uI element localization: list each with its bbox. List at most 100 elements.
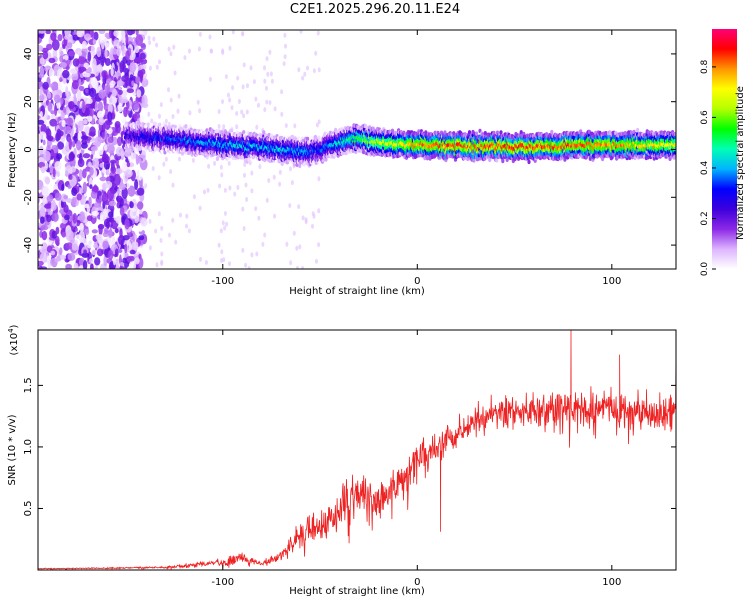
spectrogram-noise-blob	[112, 88, 118, 97]
spectrogram-noise-blob	[206, 187, 210, 193]
spectrogram-noise-blob	[223, 187, 227, 193]
spectrogram-noise-blob	[254, 206, 258, 212]
spectrogram-ridge-cell	[368, 125, 372, 130]
spectrogram-noise-blob	[59, 254, 67, 260]
spectrogram-noise-blob	[52, 212, 59, 222]
spectrogram-noise-blob	[314, 50, 318, 56]
spectrogram-noise-blob	[144, 183, 148, 189]
spectrogram-noise-blob	[116, 47, 121, 57]
spectrogram-noise-blob	[301, 75, 305, 81]
spectrogram-noise-blob	[59, 77, 63, 83]
spectrogram-noise-blob	[96, 46, 102, 58]
spectrogram-noise-blob	[92, 185, 99, 193]
spectrogram-noise-blob	[43, 150, 51, 162]
spectrogram-noise-blob	[122, 235, 130, 241]
spectrogram-noise-blob	[257, 102, 260, 108]
spectrogram-ridge-cell	[262, 130, 266, 135]
spectrogram-noise-blob	[108, 97, 113, 104]
spectrogram-noise-blob	[86, 204, 91, 214]
spectrogram-noise-blob	[99, 176, 107, 182]
spectrogram-noise-blob	[105, 163, 110, 171]
spectrogram-noise-blob	[160, 225, 164, 231]
spectrogram-noise-blob	[187, 228, 191, 234]
spectrogram-noise-blob	[44, 162, 49, 169]
spectrogram-noise-blob	[122, 257, 127, 264]
spectrogram-noise-blob	[89, 184, 93, 190]
spectrogram-noise-blob	[243, 172, 246, 178]
spectrogram-noise-blob	[90, 154, 94, 160]
spectrogram-noise-blob	[108, 30, 113, 39]
spectrogram-noise-blob	[129, 208, 138, 219]
spectrogram-noise-blob	[126, 161, 131, 168]
spectrogram-noise-blob	[261, 241, 265, 247]
spectrogram-noise-blob	[108, 211, 114, 219]
spectrogram-noise-blob	[110, 67, 114, 77]
spectrogram-noise-blob	[317, 176, 321, 182]
spectrogram-noise-blob	[315, 258, 318, 264]
spectrogram-noise-blob	[51, 81, 59, 92]
spectrogram-noise-blob	[235, 111, 239, 116]
spectrogram-noise-blob	[71, 80, 79, 90]
spectrogram-noise-blob	[98, 224, 103, 236]
spectrogram-noise-blob	[111, 96, 117, 105]
spectrogram-noise-blob	[80, 196, 86, 205]
spectrogram-noise-blob	[39, 206, 46, 218]
spectrogram-noise-blob	[155, 64, 159, 70]
spectrogram-noise-blob	[66, 198, 73, 204]
spectrogram-noise-blob	[65, 242, 73, 250]
spectrogram-noise-blob	[91, 229, 98, 234]
spectrogram-noise-blob	[91, 249, 98, 256]
spectrogram-noise-blob	[50, 257, 58, 267]
spectrogram-noise-blob	[263, 232, 267, 238]
spectrogram-noise-blob	[138, 175, 142, 181]
spectrogram-noise-blob	[297, 204, 301, 210]
spectrogram-noise-blob	[46, 245, 53, 253]
spectrogram-noise-blob	[134, 179, 139, 191]
spectrogram-noise-blob	[106, 188, 114, 201]
spectrogram-noise-blob	[107, 136, 114, 143]
spectrogram-noise-blob	[231, 85, 235, 91]
spectrogram-noise-blob	[263, 78, 267, 84]
spectrogram-noise-blob	[125, 50, 130, 61]
spectrogram-noise-blob	[38, 30, 46, 34]
spectrogram-noise-blob	[77, 51, 83, 56]
spectrogram-noise-blob	[76, 140, 82, 151]
spectrogram-noise-blob	[233, 191, 237, 197]
spectrogram-noise-blob	[265, 56, 269, 62]
spectrogram-noise-blob	[71, 242, 79, 251]
spectrogram-noise-blob	[56, 128, 62, 141]
spectrogram-noise-blob	[221, 99, 224, 105]
spectrogram-noise-blob	[104, 120, 111, 130]
spectrogram-noise-blob	[87, 115, 93, 123]
spectrogram-noise-blob	[51, 230, 57, 239]
spectrogram-noise-blob	[39, 57, 45, 65]
spectrogram-noise-blob	[74, 234, 82, 239]
spectrogram-noise-blob	[41, 230, 48, 241]
spectrogram-noise-blob	[97, 101, 104, 113]
spectrogram-noise-blob	[255, 251, 259, 257]
spectrogram-noise-blob	[115, 168, 123, 175]
spectrogram-noise-blob	[174, 239, 178, 245]
spectrogram-noise-blob	[208, 34, 212, 40]
spectrogram-noise-blob	[83, 119, 88, 125]
spectrogram-noise-blob	[269, 71, 273, 77]
spectrogram-ridge-cell	[472, 158, 476, 163]
spectrogram-noise-blob	[228, 97, 232, 103]
spectrogram-noise-blob	[38, 119, 45, 125]
spectrogram-noise-blob	[50, 201, 57, 211]
spectrogram-noise-blob	[101, 192, 109, 204]
spectrogram-noise-blob	[75, 219, 80, 227]
spectrogram-noise-blob	[172, 44, 176, 50]
spectrogram-noise-blob	[48, 57, 56, 64]
spectrogram-noise-blob	[164, 118, 168, 124]
spectrogram-noise-blob	[113, 30, 119, 37]
spectrogram-noise-blob	[77, 158, 85, 168]
spectrogram-noise-blob	[94, 136, 102, 147]
spectrogram-noise-blob	[102, 208, 108, 219]
spectrogram-noise-blob	[228, 261, 231, 267]
spectrogram-noise-blob	[265, 99, 269, 105]
spectrogram-noise-blob	[82, 72, 91, 78]
spectrogram-noise-blob	[312, 213, 316, 219]
spectrogram-noise-blob	[76, 30, 83, 38]
